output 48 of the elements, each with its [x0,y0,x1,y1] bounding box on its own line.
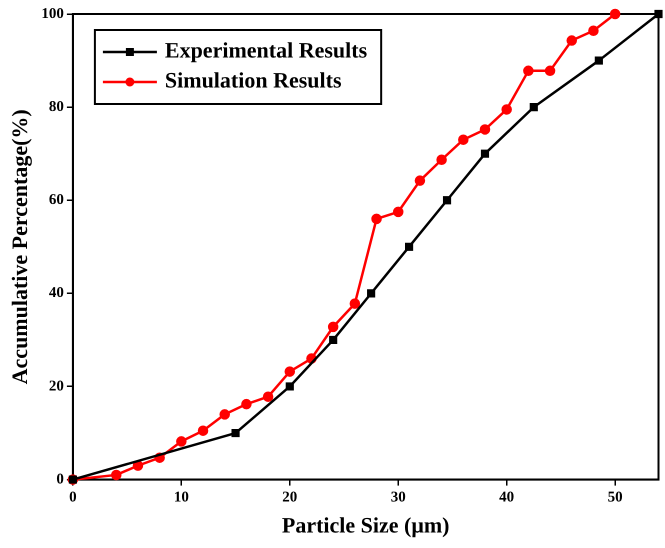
y-tick-label: 100 [41,6,64,22]
point [480,150,490,158]
point [458,134,469,145]
x-tick-label: 0 [69,489,77,506]
x-tick-label: 40 [499,489,514,506]
point [219,409,230,420]
y-tick-label: 80 [48,98,64,115]
point [436,154,447,165]
x-axis-title: Particle Size (μm) [282,512,450,538]
y-tick-label: 20 [48,378,64,394]
x-tick-label: 30 [390,489,406,506]
point [523,66,534,76]
legend-label: Experimental Results [164,38,368,63]
x-tick-label: 10 [174,489,189,506]
point [198,425,208,436]
point [566,35,577,46]
point [111,470,122,480]
point [544,66,556,76]
point [231,428,240,438]
point [284,366,296,377]
point [530,103,538,112]
point [350,298,360,309]
point [405,242,414,251]
point [654,10,663,18]
point [588,26,599,36]
point [176,436,187,447]
point [594,56,603,65]
point [241,398,252,410]
y-tick-label: 0 [56,471,64,488]
point [262,391,274,402]
y-axis-title: Accumulative Percentage(%) [6,109,32,384]
y-tick-label: 60 [48,192,64,208]
point [328,322,338,332]
point [414,175,426,186]
legend-label: Simulation Results [164,68,342,93]
point [371,214,382,224]
point [610,8,620,20]
point [392,206,404,218]
point [286,382,294,391]
point [132,460,144,471]
point [367,289,376,298]
x-tick-label: 20 [282,489,298,506]
point [501,104,512,115]
x-tick-label: 50 [608,489,623,506]
point [329,336,338,344]
point [480,124,490,135]
point [442,196,452,204]
y-tick-label: 40 [48,285,64,302]
